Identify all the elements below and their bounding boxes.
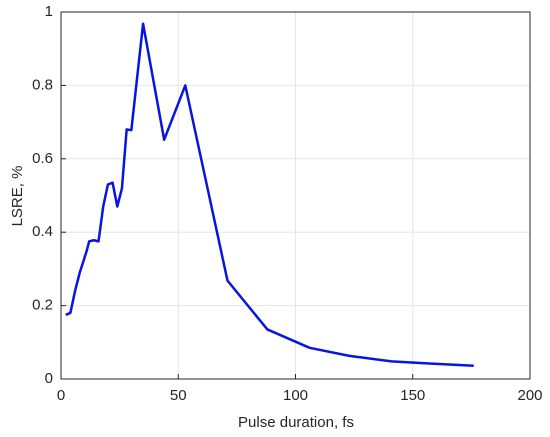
x-tick-label: 100 [283,387,308,404]
y-tick-label: 0.2 [32,297,53,314]
x-tick-label: 50 [170,387,187,404]
y-tick-label: 0.8 [32,76,53,93]
x-axis-label: Pulse duration, fs [238,414,354,431]
x-tick-label: 200 [517,387,542,404]
y-tick-label: 0.6 [32,150,53,167]
y-axis-label: LSRE, % [9,166,26,227]
plot-frame [60,11,531,380]
y-tick-label: 0 [45,370,53,387]
y-tick-label: 1 [45,3,53,20]
y-tick-label: 0.4 [32,223,53,240]
x-tick-label: 0 [57,387,65,404]
x-tick-label: 150 [400,387,425,404]
data-line [65,22,474,368]
